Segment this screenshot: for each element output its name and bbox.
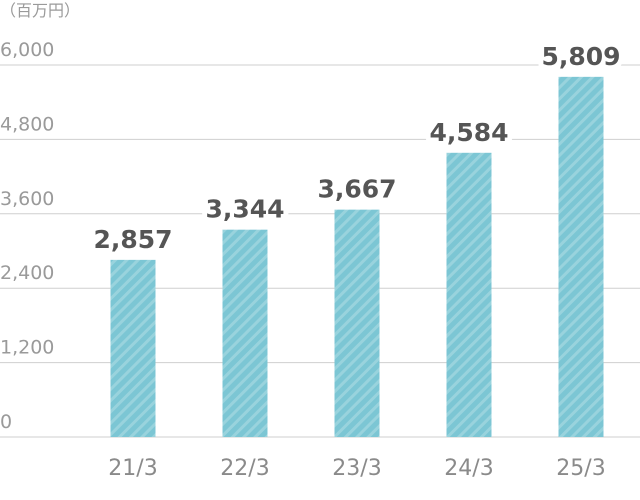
- x-tick-label: 21/3: [108, 456, 157, 481]
- value-label: 4,584: [429, 118, 508, 147]
- y-tick-label: 1,200: [0, 337, 54, 359]
- x-tick-label: 22/3: [220, 456, 269, 481]
- value-label: 2,857: [93, 225, 172, 254]
- bar: [110, 259, 156, 437]
- value-label: 3,667: [317, 175, 396, 204]
- y-tick-label: 4,800: [0, 113, 54, 135]
- x-tick-label: 25/3: [556, 456, 605, 481]
- value-label: 3,344: [205, 195, 284, 224]
- y-tick-label: 6,000: [0, 39, 54, 61]
- y-tick-label: 3,600: [0, 188, 54, 210]
- bar: [558, 76, 604, 437]
- y-tick-label: 2,400: [0, 262, 54, 284]
- y-tick-label: 0: [0, 411, 12, 433]
- bar: [334, 209, 380, 437]
- x-tick-label: 23/3: [332, 456, 381, 481]
- bar: [222, 229, 268, 437]
- x-tick-label: 24/3: [444, 456, 493, 481]
- value-label: 5,809: [541, 42, 620, 71]
- bar: [446, 152, 492, 438]
- unit-label: （百万円）: [0, 1, 80, 20]
